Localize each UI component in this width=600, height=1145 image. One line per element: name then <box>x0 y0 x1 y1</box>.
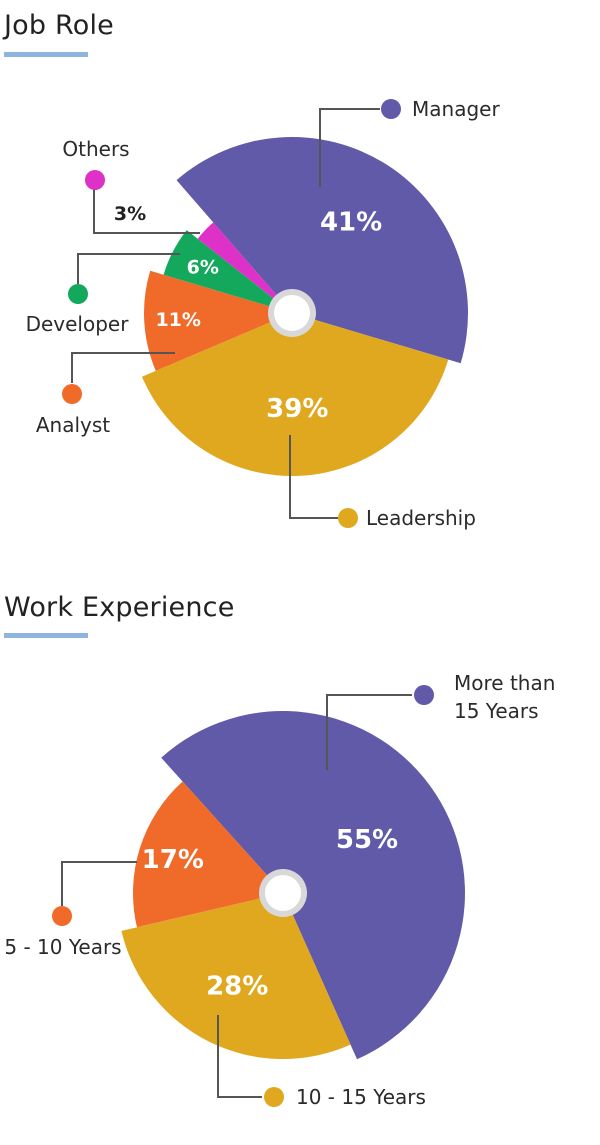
legend-marker-leadership <box>338 508 358 528</box>
pie-slice-developer <box>163 230 292 313</box>
callout-line-manager <box>319 108 380 187</box>
callout-line-leadership <box>289 435 338 519</box>
legend-marker-others <box>85 170 105 190</box>
value-label-manager: 41% <box>320 208 382 238</box>
legend-label-more-than-15-years: 15 Years <box>454 699 539 723</box>
pie-slice-more-than-15-years <box>161 711 465 1060</box>
value-label-leadership: 39% <box>266 394 328 424</box>
title-underline <box>4 52 88 57</box>
pie-slice-leadership <box>141 313 449 477</box>
value-label-developer: 6% <box>187 257 219 279</box>
callout-line-developer <box>77 253 180 284</box>
pie-slice-others <box>197 222 292 313</box>
pie-slice-manager <box>176 137 468 364</box>
callout-line-10-15-years <box>217 1015 262 1098</box>
chart-title-work-experience: Work Experience <box>4 592 235 623</box>
value-label-10-15-years: 28% <box>206 972 268 1002</box>
legend-label-10-15-years: 10 - 15 Years <box>296 1085 426 1109</box>
center-hub <box>265 875 301 911</box>
pie-slice-5-10-years <box>132 781 283 928</box>
legend-marker-analyst <box>62 384 82 404</box>
pie-chart-work-experience: 55% 28% 17% More than 15 Years 10 - 15 Years 5… <box>4 671 555 1109</box>
value-label-5-10-years: 17% <box>142 845 204 875</box>
legend-label-5-10-years: 5 - 10 Years <box>4 935 121 959</box>
value-label-others: 3% <box>114 203 146 225</box>
pie-chart-job-role: 41% 39% 11% 6% 3% Manager Leadership Analyst Dev… <box>26 97 501 530</box>
pie-slice-analyst <box>144 270 292 371</box>
title-underline <box>4 633 88 638</box>
legend-marker-5-10-years <box>52 906 72 926</box>
legend-marker-10-15-years <box>264 1087 284 1107</box>
chart-title-job-role: Job Role <box>4 10 114 41</box>
legend-marker-developer <box>68 284 88 304</box>
legend-marker-manager <box>381 99 401 119</box>
legend-label-developer: Developer <box>26 312 130 336</box>
legend-marker-more-than-15-years <box>414 685 434 705</box>
pie-slice-10-15-years <box>121 893 351 1060</box>
callout-line-5-10-years <box>61 861 137 906</box>
legend-label-others: Others <box>62 137 129 161</box>
callout-line-analyst <box>71 352 175 383</box>
legend-label-leadership: Leadership <box>366 506 476 530</box>
callout-line-more-than-15-years <box>326 694 412 770</box>
callout-line-others <box>93 189 200 234</box>
value-label-analyst: 11% <box>155 309 200 331</box>
center-hub <box>274 295 310 331</box>
value-label-more-than-15-years: 55% <box>336 825 398 855</box>
legend-label-manager: Manager <box>412 97 500 121</box>
legend-label-analyst: Analyst <box>36 413 110 437</box>
legend-label-more-than-15-years: More than <box>454 671 555 695</box>
